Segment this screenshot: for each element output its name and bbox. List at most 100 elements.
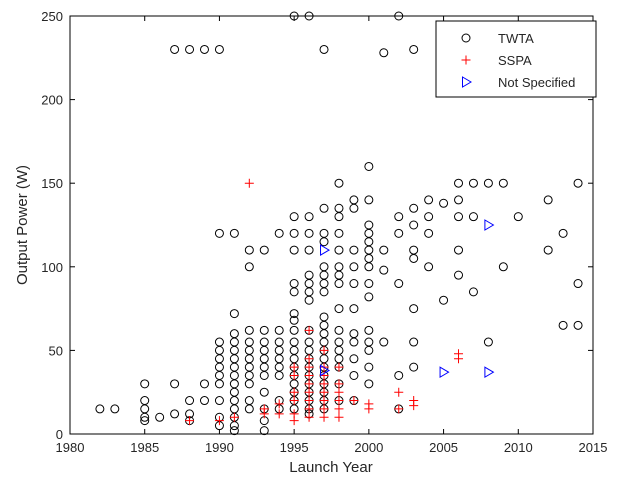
twta-point: [334, 178, 344, 188]
twta-point: [543, 195, 553, 205]
sspa-point: [304, 325, 314, 335]
twta-point: [304, 295, 314, 305]
x-tick-label: 2010: [504, 440, 533, 455]
plot-frame: [69, 15, 594, 435]
sspa-point: [274, 409, 284, 419]
sspa-point: [304, 396, 314, 406]
twta-point: [409, 304, 419, 314]
legend-item-twta: TWTA: [461, 31, 534, 46]
twta-point: [364, 345, 374, 355]
legend-label-twta: TWTA: [498, 31, 534, 46]
twta-point: [483, 337, 493, 347]
twta-point: [199, 379, 209, 389]
twta-point: [304, 245, 314, 255]
twta-point: [289, 228, 299, 238]
legend-marker-sspa: [461, 55, 471, 65]
twta-point: [95, 404, 105, 414]
twta-point: [364, 325, 374, 335]
twta-point: [573, 320, 583, 330]
twta-point: [244, 262, 254, 272]
not-specified-point: [320, 244, 331, 256]
sspa-point: [244, 178, 254, 188]
twta-point: [379, 48, 389, 58]
twta-point: [349, 304, 359, 314]
twta-point: [274, 370, 284, 380]
twta-point: [439, 295, 449, 305]
sspa-point: [304, 412, 314, 422]
twta-point: [454, 212, 464, 222]
twta-point: [244, 404, 254, 414]
twta-point: [319, 287, 329, 297]
y-tick-label: 250: [41, 9, 63, 24]
sspa-point: [319, 345, 329, 355]
twta-point: [214, 396, 224, 406]
y-tick-label: 100: [41, 260, 63, 275]
sspa-point: [319, 379, 329, 389]
twta-point: [274, 325, 284, 335]
sspa-point: [304, 379, 314, 389]
twta-point: [334, 212, 344, 222]
sspa-point: [334, 387, 344, 397]
twta-point: [364, 262, 374, 272]
x-tick-label: 2005: [429, 440, 458, 455]
twta-point: [454, 245, 464, 255]
twta-point: [394, 279, 404, 289]
twta-point: [468, 212, 478, 222]
sspa-point: [304, 354, 314, 364]
twta-point: [349, 354, 359, 364]
x-tick-label: 1980: [56, 440, 85, 455]
y-tick-label: 200: [41, 93, 63, 108]
legend: TWTA SSPA Not Specified: [435, 20, 597, 98]
twta-point: [289, 309, 299, 319]
sspa-point: [364, 404, 374, 414]
twta-point: [110, 404, 120, 414]
x-tick-label: 1985: [130, 440, 159, 455]
twta-point: [259, 245, 269, 255]
twta-point: [364, 279, 374, 289]
twta-point: [185, 396, 195, 406]
sspa-point: [349, 396, 359, 406]
twta-point: [454, 178, 464, 188]
twta-point: [349, 279, 359, 289]
twta-point: [170, 379, 180, 389]
twta-point: [334, 304, 344, 314]
sspa-point: [229, 412, 239, 422]
twta-point: [558, 320, 568, 330]
legend-marker-not-specified: [462, 76, 472, 88]
twta-point: [498, 178, 508, 188]
twta-point: [498, 262, 508, 272]
sspa-point: [319, 387, 329, 397]
twta-point: [334, 245, 344, 255]
twta-point: [349, 262, 359, 272]
twta-point: [244, 245, 254, 255]
twta-point: [199, 396, 209, 406]
sspa-point: [334, 412, 344, 422]
legend-marker-twta: [461, 33, 471, 43]
twta-point: [513, 212, 523, 222]
twta-point: [424, 212, 434, 222]
twta-point: [229, 228, 239, 238]
data-marks: [95, 11, 583, 436]
twta-point: [394, 370, 404, 380]
sspa-point: [304, 362, 314, 372]
sspa-point: [319, 396, 329, 406]
sspa-point: [334, 362, 344, 372]
twta-point: [199, 44, 209, 54]
twta-point: [229, 426, 239, 436]
twta-point: [483, 178, 493, 188]
sspa-point: [409, 401, 419, 411]
twta-point: [214, 228, 224, 238]
twta-point: [349, 203, 359, 213]
twta-point: [155, 412, 165, 422]
legend-label-sspa: SSPA: [498, 53, 532, 68]
twta-point: [319, 203, 329, 213]
twta-point: [304, 228, 314, 238]
sspa-point: [259, 409, 269, 419]
twta-point: [244, 325, 254, 335]
x-tick-label: 2015: [579, 440, 608, 455]
sspa-point: [334, 396, 344, 406]
sspa-point: [394, 387, 404, 397]
twta-point: [409, 337, 419, 347]
twta-point: [289, 212, 299, 222]
